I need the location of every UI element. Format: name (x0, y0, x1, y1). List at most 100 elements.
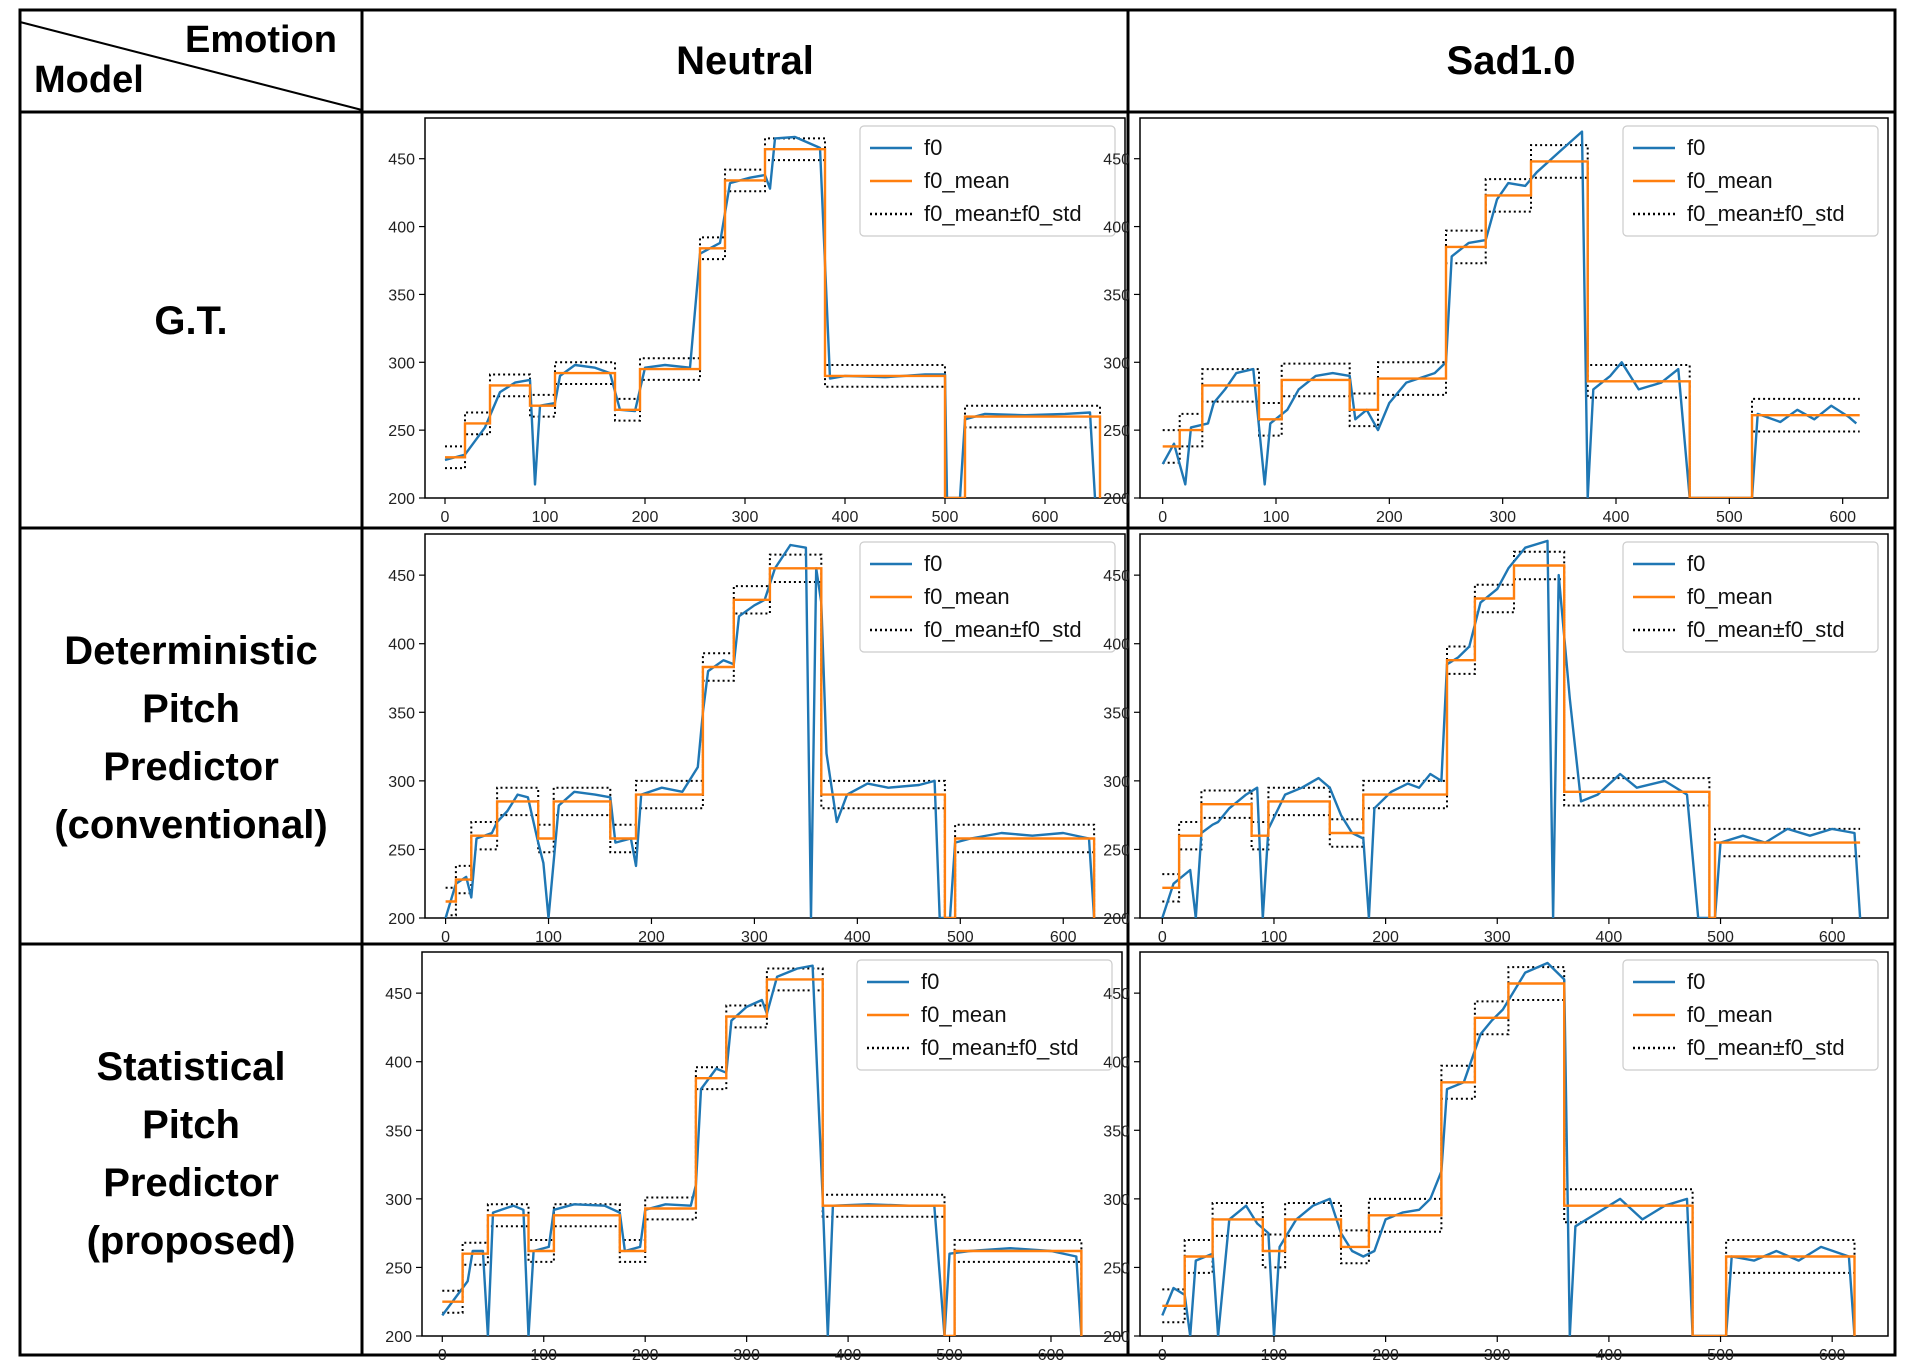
legend-f0-label: f0 (924, 551, 942, 576)
corner-model-label: Model (34, 59, 144, 101)
legend-f0-label: f0 (924, 135, 942, 160)
plot-series (444, 135, 1102, 498)
f0-mean-minus-std-line (445, 159, 1101, 498)
x-tick-label: 200 (638, 929, 665, 946)
x-tick-label: 300 (732, 509, 759, 526)
y-tick-label: 400 (388, 637, 415, 654)
legend-f0-mean-label: f0_mean (924, 584, 1010, 609)
x-tick-label: 400 (1596, 929, 1623, 946)
x-tick-label: 0 (1158, 509, 1167, 526)
y-tick-label: 450 (385, 986, 412, 1003)
y-tick-label: 200 (1103, 1329, 1130, 1346)
legend-f0-mean-label: f0_mean (1687, 168, 1773, 193)
y-tick-label: 350 (388, 287, 415, 304)
f0-mean-minus-std-line (442, 989, 1083, 1336)
legend-f0-mean-label: f0_mean (1687, 1002, 1773, 1027)
x-tick-label: 300 (1484, 1347, 1511, 1364)
legend: f0 f0_mean f0_mean±f0_std (859, 541, 1116, 653)
x-tick-label: 600 (1819, 1347, 1846, 1364)
f0-mean-line (1162, 160, 1860, 498)
y-tick-label: 200 (388, 911, 415, 928)
y-tick-label: 400 (1103, 1055, 1130, 1072)
x-tick-label: 400 (835, 1347, 862, 1364)
x-tick-label: 600 (1829, 509, 1856, 526)
y-tick-label: 250 (1103, 423, 1130, 440)
x-tick-label: 100 (1263, 509, 1290, 526)
row-label-deterministic: Deterministic Pitch Predictor (conventio… (54, 629, 327, 847)
y-tick-label: 300 (388, 355, 415, 372)
plot-series (1161, 961, 1856, 1336)
x-tick-label: 600 (1050, 929, 1077, 946)
legend-box (1622, 959, 1879, 1071)
x-tick-label: 300 (1489, 509, 1516, 526)
x-tick-label: 100 (532, 509, 559, 526)
x-tick-label: 100 (1261, 929, 1288, 946)
x-tick-label: 500 (1707, 1347, 1734, 1364)
x-tick-label: 500 (947, 929, 974, 946)
legend-f0-label: f0 (1687, 969, 1705, 994)
legend-f0-std-label: f0_mean±f0_std (924, 617, 1082, 642)
x-tick-label: 0 (438, 1347, 447, 1364)
legend-f0-std-label: f0_mean±f0_std (1687, 1035, 1845, 1060)
f0-mean-plus-std-line (1162, 144, 1860, 498)
x-tick-label: 200 (1376, 509, 1403, 526)
row-label-gt: G.T. (154, 299, 227, 343)
x-tick-label: 200 (632, 1347, 659, 1364)
y-tick-label: 300 (1103, 1192, 1130, 1209)
x-tick-label: 600 (1032, 509, 1059, 526)
y-tick-label: 200 (385, 1329, 412, 1346)
x-tick-label: 400 (832, 509, 859, 526)
y-tick-label: 300 (385, 1192, 412, 1209)
legend-box (859, 541, 1116, 653)
legend-f0-mean-label: f0_mean (1687, 584, 1773, 609)
legend-f0-mean-label: f0_mean (924, 168, 1010, 193)
column-header-neutral: Neutral (676, 39, 814, 83)
y-tick-label: 450 (388, 568, 415, 585)
y-tick-label: 200 (1103, 911, 1130, 928)
row-label-line: Pitch (142, 687, 240, 731)
y-tick-label: 400 (1103, 637, 1130, 654)
f0-mean-line (445, 148, 1102, 498)
f0-line (444, 543, 1096, 918)
corner-emotion-label: Emotion (185, 19, 337, 61)
row-label-line: Deterministic (64, 629, 317, 673)
f0-mean-plus-std-line (442, 967, 1083, 1336)
x-tick-label: 500 (936, 1347, 963, 1364)
f0-mean-minus-std-line (1162, 176, 1860, 498)
x-tick-label: 500 (1716, 509, 1743, 526)
y-tick-label: 250 (388, 842, 415, 859)
y-tick-label: 350 (1103, 705, 1130, 722)
y-tick-label: 350 (1103, 287, 1130, 304)
x-tick-label: 300 (733, 1347, 760, 1364)
x-tick-label: 100 (535, 929, 562, 946)
f0-mean-plus-std-line (445, 553, 1096, 918)
y-tick-label: 400 (385, 1055, 412, 1072)
plot-series (444, 543, 1096, 918)
row-label-line: G.T. (154, 299, 227, 343)
y-tick-label: 350 (385, 1123, 412, 1140)
row-label-line: (conventional) (54, 803, 327, 847)
legend-box (1622, 541, 1879, 653)
plot-series (1161, 539, 1862, 918)
y-tick-label: 250 (1103, 1260, 1130, 1277)
x-tick-label: 400 (844, 929, 871, 946)
f0-line (1161, 130, 1858, 498)
row-label-line: (proposed) (87, 1219, 296, 1263)
legend-f0-std-label: f0_mean±f0_std (1687, 617, 1845, 642)
y-tick-label: 250 (1103, 842, 1130, 859)
legend-box (856, 959, 1113, 1071)
x-tick-label: 0 (1158, 929, 1167, 946)
x-tick-label: 400 (1603, 509, 1630, 526)
x-tick-label: 300 (741, 929, 768, 946)
column-header-sad: Sad1.0 (1447, 39, 1576, 83)
legend-f0-mean-label: f0_mean (921, 1002, 1007, 1027)
plot-series (441, 964, 1083, 1336)
y-tick-label: 250 (388, 423, 415, 440)
y-tick-label: 400 (1103, 220, 1130, 237)
legend: f0 f0_mean f0_mean±f0_std (856, 959, 1113, 1071)
y-tick-label: 200 (1103, 491, 1130, 508)
x-tick-label: 100 (530, 1347, 557, 1364)
